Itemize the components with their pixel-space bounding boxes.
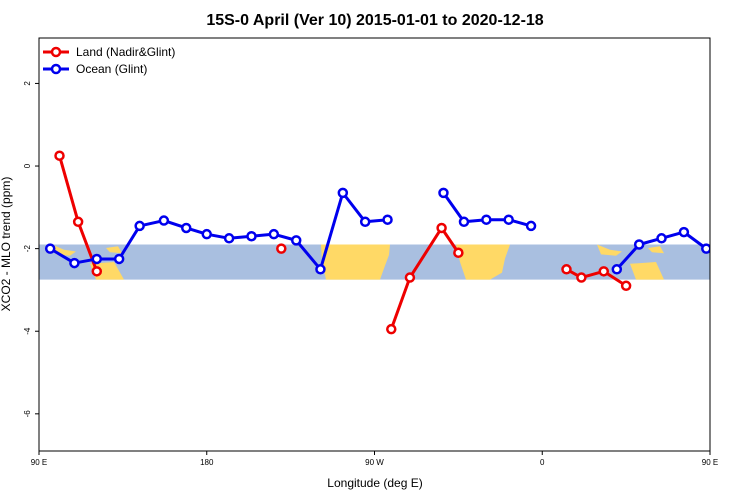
data-point [91, 266, 103, 277]
data-point [745, 218, 750, 226]
data-point [598, 266, 610, 277]
data-point [503, 214, 514, 225]
data-point [91, 253, 103, 265]
data-point [525, 220, 537, 232]
data-point [576, 272, 587, 283]
data-point [678, 226, 690, 238]
y-axis: 2 0 -2 -4 -6 [23, 81, 39, 418]
data-point [725, 259, 733, 267]
series-1 [44, 187, 733, 275]
y-tick-label: -2 [23, 245, 32, 253]
x-tick-label: 90 E [702, 458, 718, 467]
land-new-guinea-right [648, 246, 664, 254]
data-point [436, 222, 447, 234]
chart-title: 15S-0 April (Ver 10) 2015-01-01 to 2020-… [206, 12, 543, 29]
data-point [223, 233, 235, 244]
data-point [633, 239, 645, 250]
series-line [389, 226, 460, 330]
x-tick-label: 180 [200, 458, 214, 467]
legend: Land (Nadir&Glint) Ocean (Glint) [43, 45, 175, 76]
series-line [49, 191, 388, 271]
data-point [438, 187, 449, 199]
data-point [54, 150, 65, 161]
data-point [611, 264, 623, 275]
x-tick-label: 0 [540, 458, 545, 467]
land-australia-right [630, 262, 664, 280]
data-point [268, 228, 280, 240]
land-south-america [321, 244, 390, 280]
y-tick-label: 2 [23, 81, 32, 86]
land-new-guinea-left [106, 246, 122, 254]
y-tick-label: 0 [23, 163, 32, 168]
legend-marker-land [50, 46, 62, 58]
x-tick-label: 90 E [31, 458, 47, 467]
data-point [561, 264, 572, 275]
data-point [290, 235, 302, 246]
legend-label-land: Land (Nadir&Glint) [76, 45, 175, 59]
series-line [565, 267, 627, 288]
land-africa [456, 244, 510, 280]
data-point [113, 253, 125, 265]
data-point [201, 228, 212, 240]
series-line [731, 156, 750, 272]
data-point [620, 280, 632, 292]
y-tick-label: -6 [23, 410, 32, 418]
land-indonesia-right [597, 244, 622, 256]
data-point [134, 220, 145, 232]
data-point [246, 230, 257, 242]
data-point [727, 152, 735, 160]
latitude-band [39, 244, 710, 280]
data-point [180, 222, 192, 234]
data-point [44, 243, 56, 254]
y-axis-label: XCO2 - MLO trend (ppm) [0, 177, 13, 312]
x-axis-label: Longitude (deg E) [327, 476, 422, 490]
data-point [458, 216, 470, 228]
legend-label-ocean: Ocean (Glint) [76, 62, 147, 76]
data-point [382, 214, 393, 225]
x-axis: 90 E 180 90 W 0 90 E [31, 451, 718, 467]
data-point [276, 243, 287, 254]
data-point [701, 243, 710, 254]
data-point [656, 233, 667, 244]
legend-marker-ocean [50, 63, 62, 75]
data-point [453, 247, 464, 259]
data-point [359, 216, 371, 228]
y-tick-label: -4 [23, 327, 32, 335]
data-point [72, 216, 84, 228]
data-point [481, 214, 492, 225]
data-point [315, 264, 326, 275]
data-point [158, 215, 170, 226]
series-layer [44, 150, 750, 335]
x-tick-label: 90 W [365, 458, 384, 467]
series-0 [54, 150, 750, 335]
data-point [69, 257, 80, 269]
data-point [337, 187, 349, 199]
data-point [404, 272, 416, 283]
data-point [386, 323, 397, 335]
